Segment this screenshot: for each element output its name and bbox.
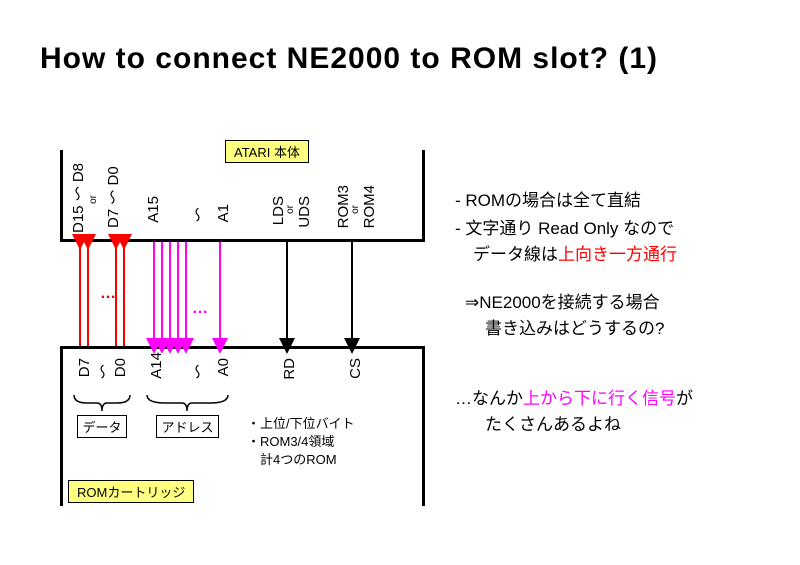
atari-label: ATARI 本体 xyxy=(225,140,309,163)
note-l2: ・ROM3/4領域 xyxy=(247,433,355,451)
pin-or2: or xyxy=(285,205,296,214)
pin-or3: or xyxy=(350,205,361,214)
pin-a1: A1 xyxy=(215,204,232,222)
brace-data-label: データ xyxy=(77,415,126,438)
dots-red: … xyxy=(100,285,118,303)
pin-d15-d8: D15 ～ D8 xyxy=(68,160,89,235)
brace-data: データ xyxy=(72,395,132,438)
bpin-a-tilde: ～ xyxy=(188,364,209,379)
note-box: ・上位/下位バイト ・ROM3/4領域 計4つのROM xyxy=(247,415,355,470)
page-title: How to connect NE2000 to ROM slot? (1) xyxy=(40,42,658,76)
bpin-d7: D7 xyxy=(76,358,93,377)
brace-addr-label: アドレス xyxy=(156,415,218,438)
pin-rom4: ROM4 xyxy=(361,185,378,228)
side-bullet-1: - ROMの場合は全て直結 xyxy=(455,188,641,214)
note-l3: 計4つのROM xyxy=(247,451,355,469)
pin-uds: UDS xyxy=(296,196,313,228)
pin-d7-d0: D7 ～ D0 xyxy=(103,160,124,235)
side-bullet-4: …なんか上から下に行く信号が たくさんあるよね xyxy=(455,386,693,437)
side-bullet-3: ⇒NE2000を接続する場合 書き込みはどうするの? xyxy=(455,290,664,341)
bpin-cs: CS xyxy=(347,358,364,379)
bpin-a14: A14 xyxy=(148,352,165,379)
dots-mag: … xyxy=(192,300,210,318)
pin-a-tilde: ～ xyxy=(188,207,209,222)
bpin-a0: A0 xyxy=(215,358,232,376)
pin-a15: A15 xyxy=(145,196,162,223)
bpin-rd: RD xyxy=(281,358,298,380)
note-l1: ・上位/下位バイト xyxy=(247,415,355,433)
bpin-d0: D0 xyxy=(112,358,129,377)
pin-or1: or xyxy=(88,195,99,204)
brace-addr: アドレス xyxy=(145,395,230,438)
side-bullet-2: - 文字通り Read Only なので データ線は上向き一方通行 xyxy=(455,216,677,267)
bpin-d-tilde: ～ xyxy=(93,364,114,379)
rom-cart-label: ROMカートリッジ xyxy=(68,480,194,503)
